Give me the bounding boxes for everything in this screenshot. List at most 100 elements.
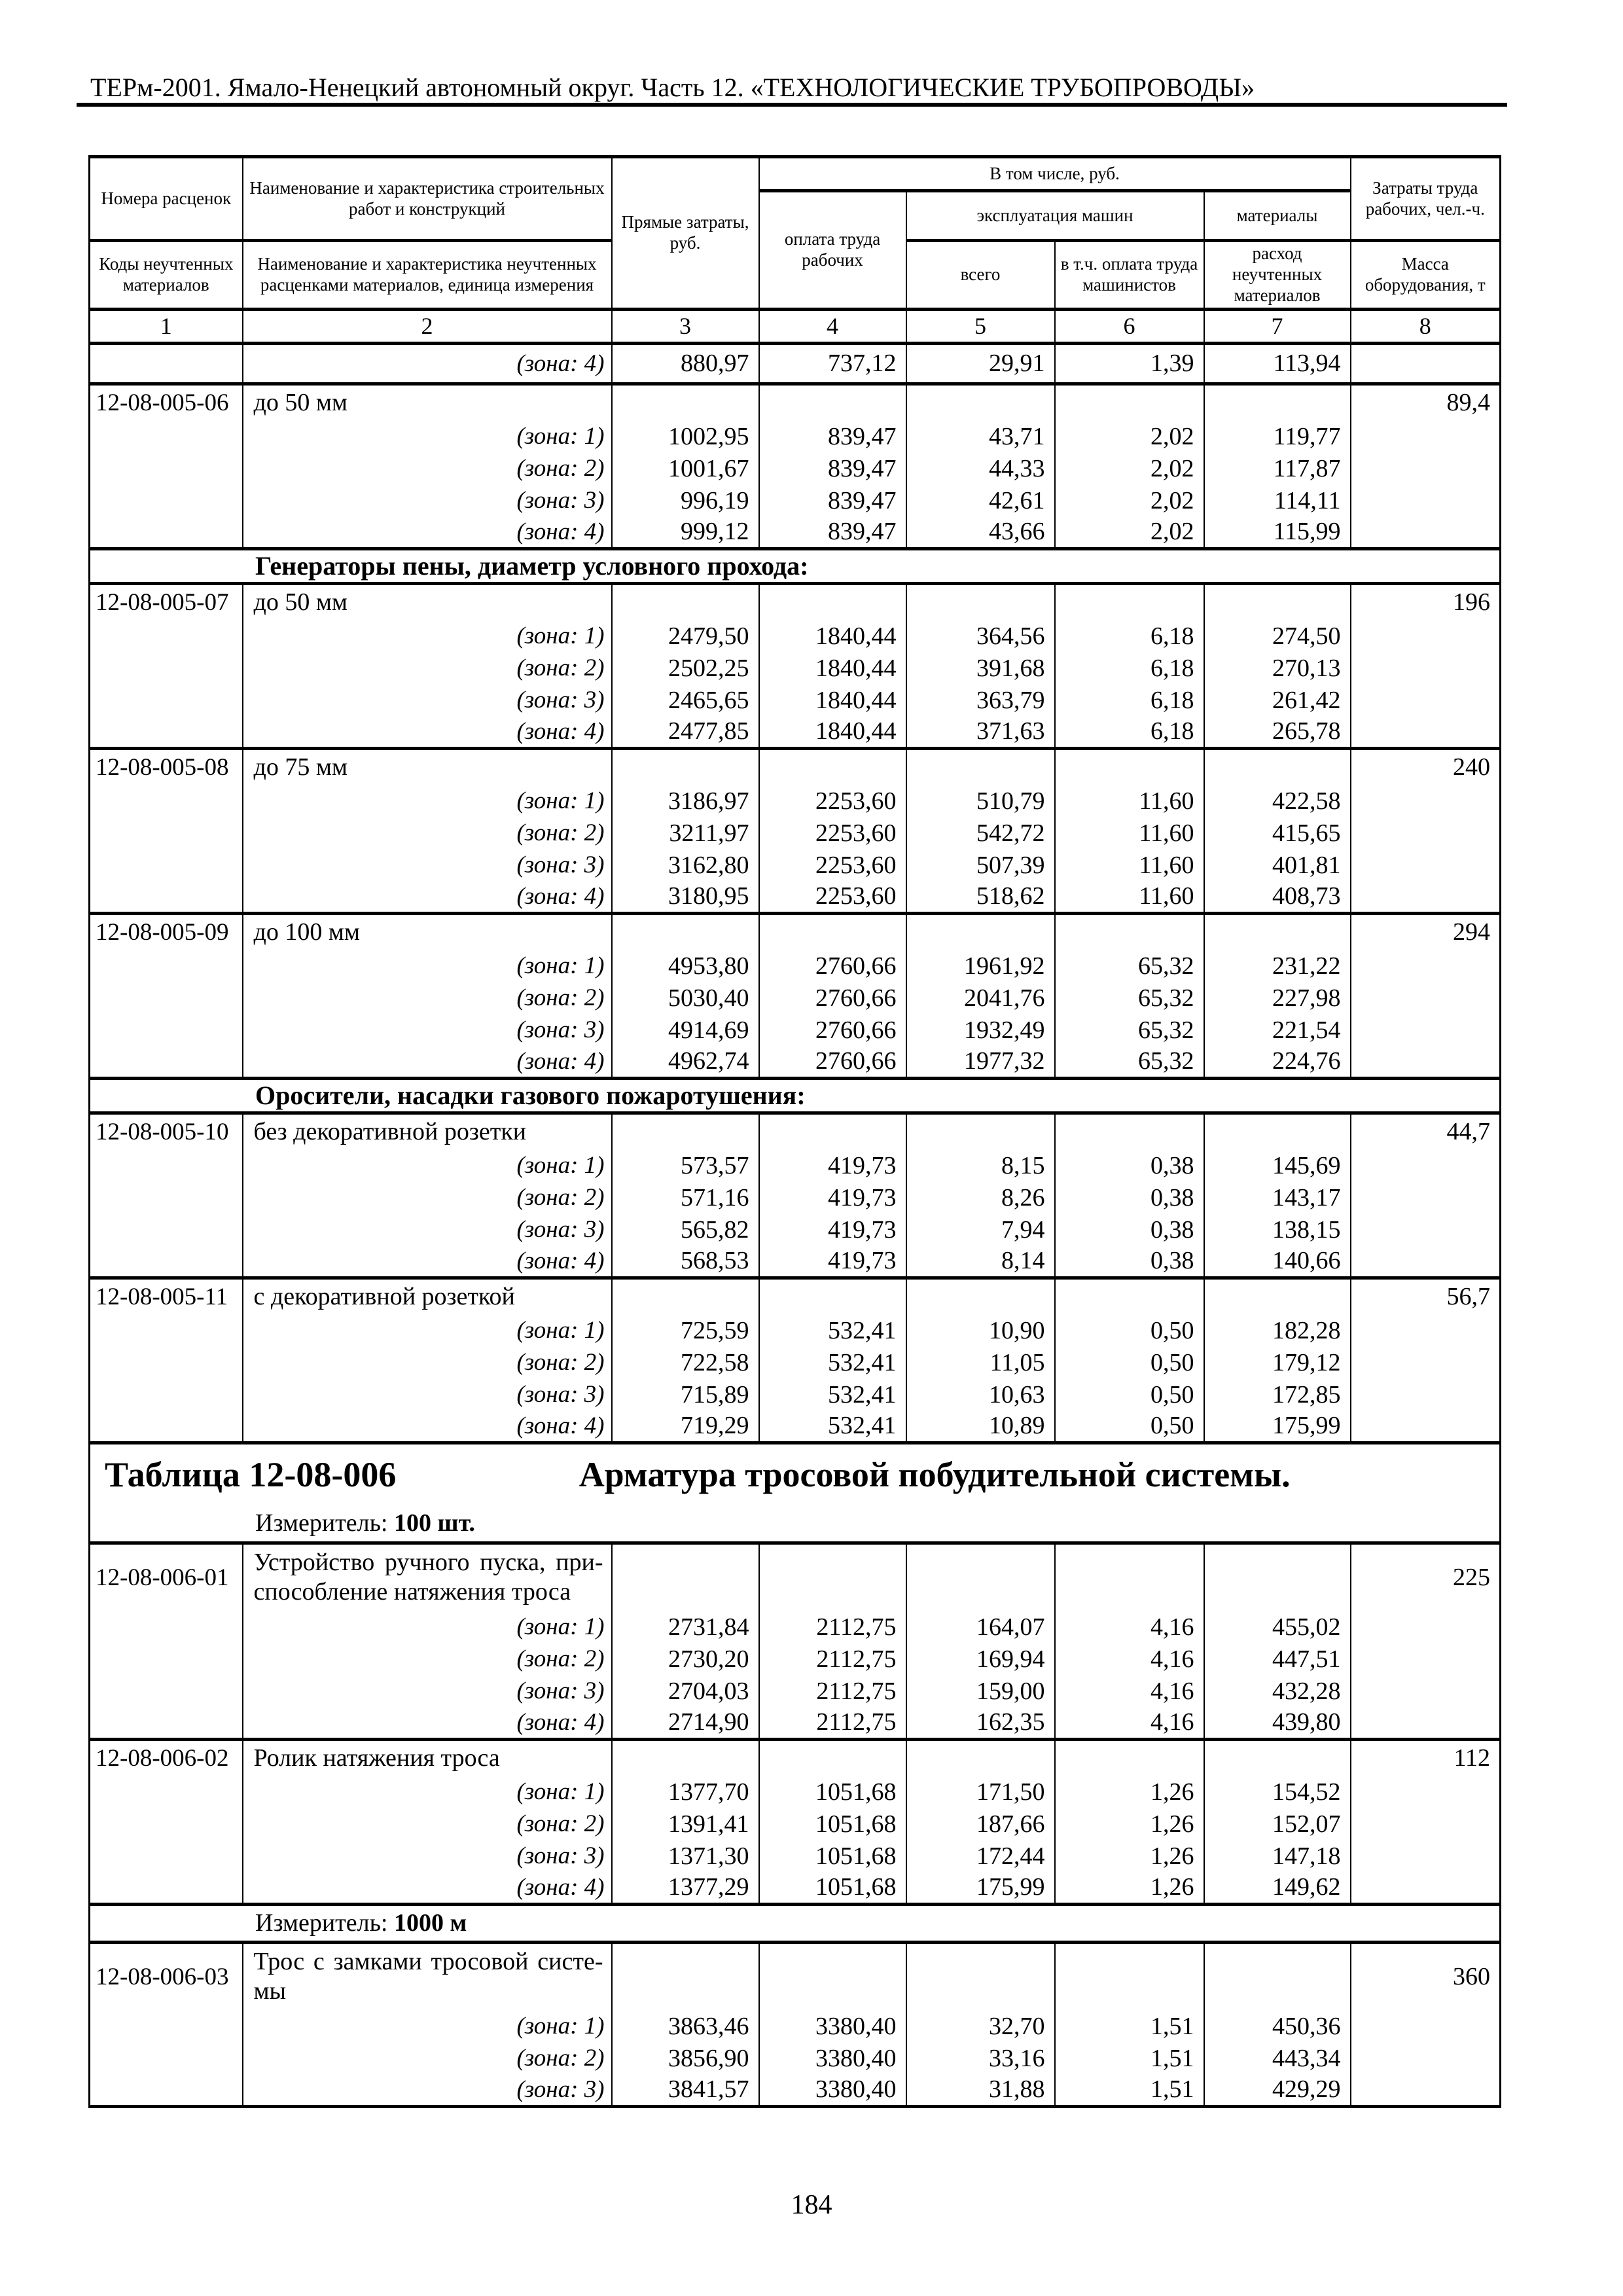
header-equipment-mass: Масса оборудования, т [1349,240,1501,311]
value-cell: 0,50 [1054,1314,1205,1347]
code-cell [88,1246,243,1278]
header-direct-costs: Прямые затраты, руб. [611,156,760,311]
mass-cell: 56,7 [1349,1276,1501,1315]
mass-cell [1349,452,1501,485]
description-line: способление натяжения троса [253,1578,571,1606]
mass-cell: 360 [1349,1940,1501,2011]
value-cell: 571,16 [611,1181,760,1214]
zone-row: (зона: 3) 3841,57 3380,40 31,88 1,51 429,29 [88,2074,1501,2107]
rate-row: 12-08-006-02 Ролик натяжения троса 112 [88,1737,1501,1776]
value-cell: 4,16 [1054,1707,1205,1740]
code-cell [88,950,243,982]
zone-row: (зона: 3) 1371,30 1051,68 172,44 1,26 147,18 [88,1840,1501,1873]
zone-row: (зона: 3) 2704,03 2112,75 159,00 4,16 432,28 [88,1675,1501,1708]
value-cell: 113,94 [1203,343,1351,384]
zone-label: (зона: 4) [241,343,613,384]
page-title: ТЕРм-2001. Ямало-Ненецкий автономный окр… [90,73,1255,102]
meter-value: 1000 м [394,1909,467,1937]
zone-row: (зона: 1) 3863,46 3380,40 32,70 1,51 450,36 [88,2010,1501,2043]
header-rate-numbers: Номера расценок [88,156,243,242]
mass-cell [1349,1014,1501,1047]
code-cell [88,1776,243,1808]
value-cell: 8,15 [905,1149,1056,1182]
value-cell: 2760,66 [758,982,907,1014]
code-cell: 12-08-005-06 [88,382,243,421]
mass-cell [1349,1872,1501,1905]
description-cell: до 50 мм [241,581,613,620]
column-number-5: 5 [905,309,1056,345]
column-number-1: 1 [88,309,243,345]
value-cell: 0,38 [1054,1246,1205,1278]
mass-cell: 294 [1349,911,1501,950]
value-cell: 65,32 [1054,950,1205,982]
value-cell: 3863,46 [611,2010,760,2043]
value-cell: 10,90 [905,1314,1056,1347]
mass-cell: 44,7 [1349,1111,1501,1150]
code-cell [88,1314,243,1347]
value-cell: 2,02 [1054,452,1205,485]
zone-label: (зона: 1) [241,2010,613,2043]
value-cell: 391,68 [905,652,1056,685]
zone-label: (зона: 2) [241,982,613,1014]
code-cell [88,849,243,882]
value-cell: 1051,68 [758,1840,907,1873]
value-cell [905,911,1056,950]
zone-label: (зона: 3) [241,1213,613,1246]
mass-cell [1349,1707,1501,1740]
value-cell: 65,32 [1054,1014,1205,1047]
value-cell: 115,99 [1203,516,1351,549]
mass-cell [1349,950,1501,982]
mass-cell [1349,1611,1501,1643]
zone-row: (зона: 1) 4953,80 2760,66 1961,92 65,32 231,2… [88,950,1501,982]
code-cell [88,785,243,817]
zone-label: (зона: 1) [241,1611,613,1643]
value-cell: 1840,44 [758,716,907,749]
value-cell: 518,62 [905,881,1056,914]
zone-row: (зона: 3) 996,19 839,47 42,61 2,02 114,11 [88,484,1501,517]
value-cell: 0,50 [1054,1410,1205,1443]
header-divider [77,103,1507,107]
zone-label: (зона: 3) [241,1014,613,1047]
zone-label: (зона: 4) [241,1872,613,1905]
value-cell [758,1111,907,1150]
value-cell [758,1276,907,1315]
value-cell: 419,73 [758,1246,907,1278]
value-cell: 29,91 [905,343,1056,384]
value-cell [1203,1940,1351,2011]
mass-cell: 112 [1349,1737,1501,1776]
code-cell [88,620,243,653]
value-cell: 10,89 [905,1410,1056,1443]
value-cell: 542,72 [905,817,1056,850]
zone-row: (зона: 1) 1002,95 839,47 43,71 2,02 119,77 [88,420,1501,453]
zone-label: (зона: 1) [241,1776,613,1808]
value-cell [758,746,907,785]
meter-value: 100 шт. [394,1509,475,1537]
value-cell: 443,34 [1203,2042,1351,2075]
value-cell [758,911,907,950]
value-cell: 149,62 [1203,1872,1351,1905]
value-cell: 182,28 [1203,1314,1351,1347]
mass-cell [1349,716,1501,749]
zone-label: (зона: 3) [241,849,613,882]
value-cell: 439,80 [1203,1707,1351,1740]
zone-row: (зона: 4) 719,29 532,41 10,89 0,50 175,99 [88,1410,1501,1443]
value-cell [758,1541,907,1611]
mass-cell [1349,881,1501,914]
value-cell: 1371,30 [611,1840,760,1873]
value-cell: 2465,65 [611,684,760,717]
zone-row: (зона: 4) 4962,74 2760,66 1977,32 65,32 224,7… [88,1046,1501,1079]
value-cell [611,1111,760,1150]
value-cell [1203,382,1351,421]
header-including-band: В том числе, руб. [758,156,1351,192]
value-cell: 880,97 [611,343,760,384]
value-cell: 1840,44 [758,620,907,653]
value-cell: 455,02 [1203,1611,1351,1643]
value-cell: 1,26 [1054,1840,1205,1873]
value-cell [611,1737,760,1776]
table-body: (зона: 4) 880,97 737,12 29,91 1,39 113,94 12-0… [88,343,1501,2107]
value-cell: 4,16 [1054,1643,1205,1676]
zone-label: (зона: 1) [241,1314,613,1347]
value-cell: 1391,41 [611,1808,760,1840]
mass-cell: 89,4 [1349,382,1501,421]
column-number-2: 2 [241,309,613,345]
